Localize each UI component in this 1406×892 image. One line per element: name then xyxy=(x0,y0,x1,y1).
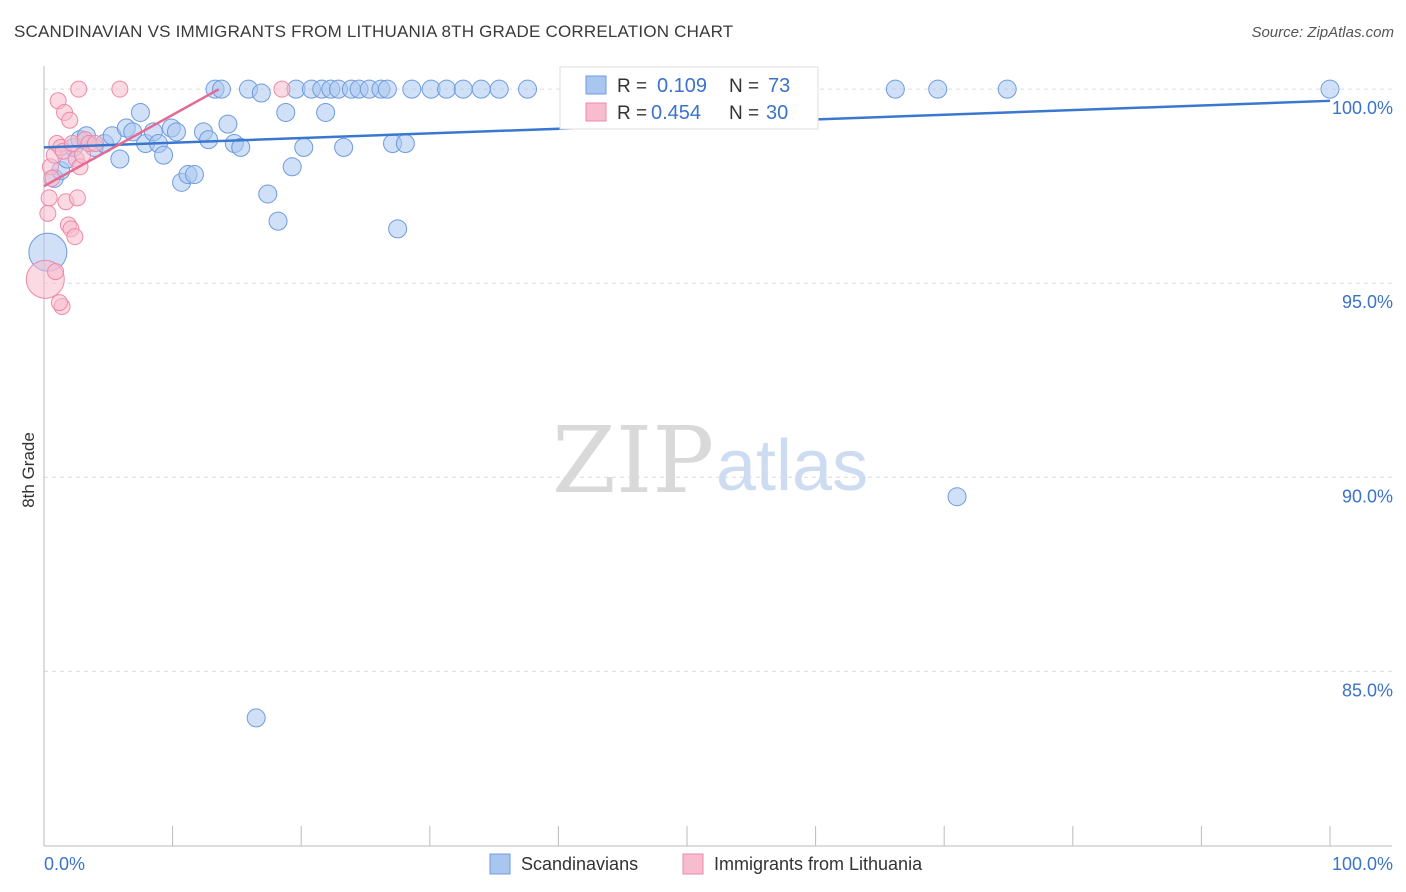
scandinavians-point-38 xyxy=(294,137,314,157)
lithuania-point-27 xyxy=(70,80,88,98)
scandinavians-point-22 xyxy=(184,165,204,185)
x-tick-labels: 0.0% 100.0% xyxy=(44,854,1393,874)
scandinavians-point-31 xyxy=(246,708,266,728)
legend-n-value-1: 30 xyxy=(766,102,788,124)
data-points xyxy=(25,79,1340,728)
scandinavians-point-55 xyxy=(437,79,457,99)
scandinavians-point-70 xyxy=(947,487,967,507)
scandinavians-point-71 xyxy=(997,79,1017,99)
bottom-legend: Scandinavians Immigrants from Lithuania xyxy=(489,853,923,875)
y-tick-label-90: 90.0% xyxy=(1342,486,1393,506)
scandinavians-point-34 xyxy=(268,211,288,231)
lithuania-point-24 xyxy=(86,135,104,153)
bottom-legend-label-scandinavians: Scandinavians xyxy=(521,854,638,874)
lithuania-point-28 xyxy=(111,80,129,98)
lithuania-point-14 xyxy=(61,111,79,129)
chart-source: Source: ZipAtlas.com xyxy=(1251,24,1394,41)
legend-swatch-lithuania xyxy=(585,102,607,122)
y-tick-labels: 85.0% 90.0% 95.0% 100.0% xyxy=(1332,98,1393,700)
legend-n-value-0: 73 xyxy=(768,75,790,97)
scandinavians-point-49 xyxy=(377,79,397,99)
scandinavians-point-68 xyxy=(885,79,905,99)
scandinavians-point-17 xyxy=(154,145,174,165)
scandinavians-point-53 xyxy=(402,79,422,99)
scandinavians-point-41 xyxy=(316,102,336,122)
y-axis-title: 8th Grade xyxy=(19,432,38,508)
lithuania-point-19 xyxy=(68,189,86,207)
stats-legend: R = 0.109 N = 73 R = 0.454 N = 30 xyxy=(559,66,819,130)
scandinavians-point-29 xyxy=(231,137,251,157)
watermark-zip: ZIP xyxy=(552,407,714,514)
legend-r-value-1: 0.454 xyxy=(651,102,701,124)
scandinavians-point-24 xyxy=(199,130,219,150)
legend-swatch-scandinavians xyxy=(585,75,607,95)
lithuania-trend-line xyxy=(43,88,220,188)
scandinavians-point-52 xyxy=(395,134,415,154)
bottom-legend-swatch-scandinavians xyxy=(489,853,511,875)
bottom-legend-label-lithuania: Immigrants from Lithuania xyxy=(714,854,923,874)
scandinavians-point-13 xyxy=(130,102,150,122)
scandinavians-point-10 xyxy=(110,149,130,169)
scandinavians-point-58 xyxy=(489,79,509,99)
scandinavians-point-33 xyxy=(258,184,278,204)
x-tick-label-0: 0.0% xyxy=(44,854,85,874)
scandinavians-point-35 xyxy=(276,102,296,122)
watermark: ZIP atlas xyxy=(552,407,868,514)
y-tick-label-85: 85.0% xyxy=(1342,680,1393,700)
scandinavians-point-57 xyxy=(471,79,491,99)
scandinavians-point-19 xyxy=(166,122,186,142)
legend-n-label-1: N = xyxy=(729,103,759,124)
scandinavians-point-36 xyxy=(282,157,302,177)
legend-n-label-0: N = xyxy=(729,76,759,97)
legend-r-value-0: 0.109 xyxy=(657,75,707,97)
lithuania-point-1 xyxy=(39,204,57,222)
y-tick-label-100: 100.0% xyxy=(1332,98,1393,118)
legend-r-label-1: R = xyxy=(617,103,647,124)
x-tick-label-100: 100.0% xyxy=(1332,854,1393,874)
scandinavians-point-44 xyxy=(334,137,354,157)
lithuania-point-26 xyxy=(50,294,68,312)
watermark-atlas: atlas xyxy=(716,426,868,506)
scandinavians-point-59 xyxy=(518,79,538,99)
lithuania-point-25 xyxy=(47,263,65,281)
legend-r-label-0: R = xyxy=(617,76,647,97)
scandinavians-point-69 xyxy=(928,79,948,99)
scandinavians-point-51 xyxy=(388,219,408,239)
scandinavians-point-26 xyxy=(211,79,231,99)
chart-title: SCANDINAVIAN VS IMMIGRANTS FROM LITHUANI… xyxy=(14,22,734,41)
lithuania-point-29 xyxy=(273,80,291,98)
scandinavians-point-72 xyxy=(1320,79,1340,99)
scandinavians-point-56 xyxy=(453,79,473,99)
scandinavians-point-27 xyxy=(218,114,238,134)
scandinavians-point-32 xyxy=(251,83,271,103)
lithuania-point-17 xyxy=(66,228,84,246)
grid-lines xyxy=(44,88,1392,672)
lithuania-point-2 xyxy=(40,189,58,207)
y-tick-label-95: 95.0% xyxy=(1342,292,1393,312)
bottom-legend-swatch-lithuania xyxy=(682,853,704,875)
axes xyxy=(43,66,1392,847)
